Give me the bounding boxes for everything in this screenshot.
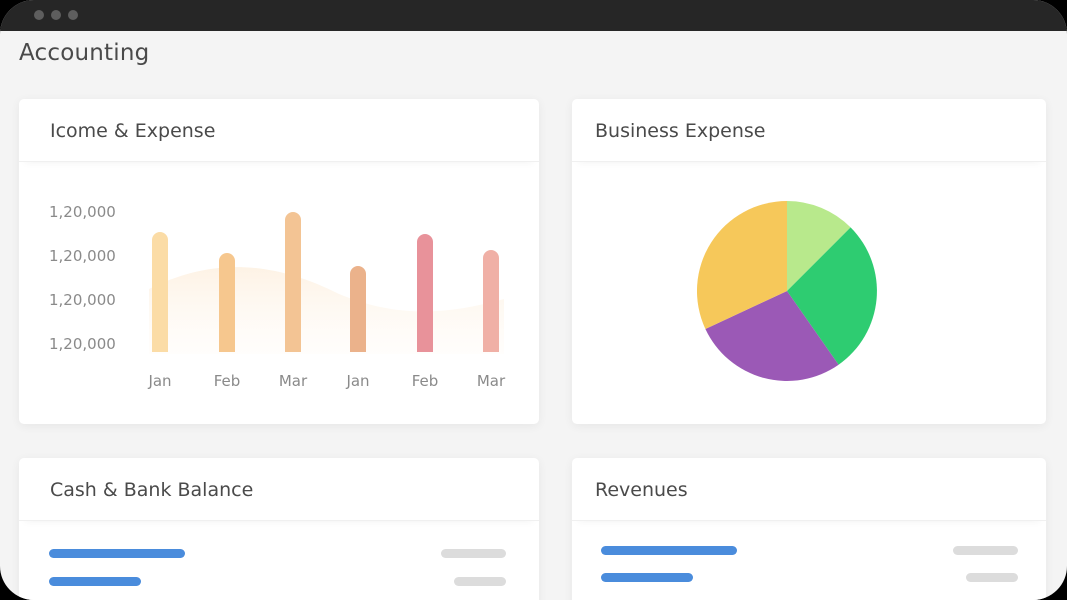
y-axis-label: 1,20,000 — [49, 291, 116, 309]
placeholder-value — [441, 549, 506, 558]
pie-slice-purple[interactable] — [705, 291, 839, 381]
card-header: Business Expense — [572, 99, 1046, 162]
bar-jan-2[interactable] — [350, 266, 366, 352]
placeholder-bar — [601, 573, 693, 582]
y-axis-label: 1,20,000 — [49, 335, 116, 353]
placeholder-bar — [49, 549, 185, 558]
card-header: Cash & Bank Balance — [19, 458, 539, 521]
x-axis-label: Mar — [278, 372, 308, 390]
placeholder-bar — [49, 577, 141, 586]
placeholder-bar — [601, 546, 737, 555]
card-title: Business Expense — [595, 120, 766, 142]
x-axis-label: Jan — [148, 372, 172, 390]
bar-feb-2[interactable] — [417, 234, 433, 352]
x-axis-label: Feb — [213, 372, 241, 390]
window-dot-icon[interactable] — [68, 10, 78, 20]
cash-bank-balance-card: Cash & Bank Balance — [19, 458, 539, 600]
card-header: Revenues — [572, 458, 1046, 521]
pie-slice-light-green[interactable] — [787, 201, 851, 291]
y-axis-label: 1,20,000 — [49, 247, 116, 265]
pie-slice-yellow[interactable] — [696, 201, 787, 329]
x-axis-label: Mar — [476, 372, 506, 390]
placeholder-value — [966, 573, 1018, 582]
placeholder-value — [454, 577, 506, 586]
page-title: Accounting — [19, 40, 150, 66]
window-dot-icon[interactable] — [34, 10, 44, 20]
card-title: Icome & Expense — [50, 120, 216, 142]
y-axis-label: 1,20,000 — [49, 203, 116, 221]
income-expense-card: Icome & Expense 1,20,000 1,20,000 1,20,0… — [19, 99, 539, 424]
chart-background-wave-icon — [149, 267, 504, 354]
pie-slice-green[interactable] — [787, 227, 877, 365]
bar-feb[interactable] — [219, 253, 235, 352]
card-title: Revenues — [595, 479, 688, 501]
bar-mar-2[interactable] — [483, 250, 499, 352]
pie-chart — [696, 201, 877, 381]
placeholder-value — [953, 546, 1018, 555]
bar-mar[interactable] — [285, 212, 301, 352]
card-title: Cash & Bank Balance — [50, 479, 254, 501]
business-expense-card: Business Expense — [572, 99, 1046, 424]
x-axis-label: Jan — [346, 372, 370, 390]
x-axis-label: Feb — [411, 372, 439, 390]
window-dot-icon[interactable] — [51, 10, 61, 20]
bar-jan[interactable] — [152, 232, 168, 352]
card-header: Icome & Expense — [19, 99, 539, 162]
revenues-card: Revenues — [572, 458, 1046, 600]
title-bar — [0, 0, 1067, 31]
